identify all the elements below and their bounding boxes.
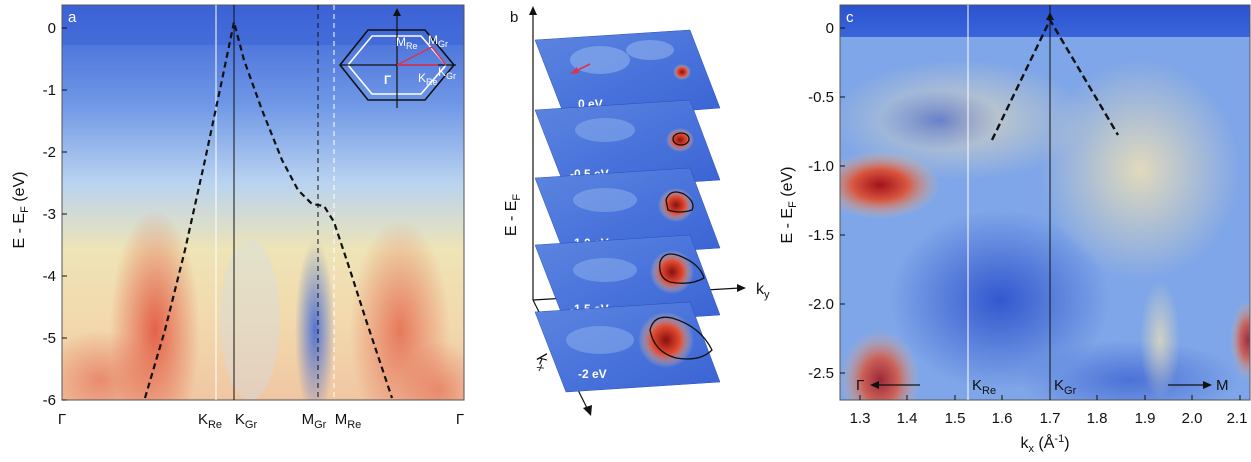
ytick: -5 xyxy=(43,330,56,347)
xtick: 1.8 xyxy=(1087,410,1108,427)
xtick: 2.1 xyxy=(1227,410,1248,427)
ytick: -1.5 xyxy=(808,227,834,244)
svg-text:MGr: MGr xyxy=(428,33,448,49)
k-gr-label: KGr xyxy=(1054,377,1077,397)
band-dispersion xyxy=(143,21,394,399)
svg-text:Γ: Γ xyxy=(384,73,392,87)
panel-b: b E - EF ky kx 0 eV -0.5 eV xyxy=(503,6,770,416)
brillouin-zone-inset: Γ MRe MGr KRe KGr xyxy=(338,8,456,108)
panel-b-ky-axis: ky xyxy=(756,281,770,301)
svg-text:Γ: Γ xyxy=(58,411,66,428)
panel-a-ylabel: E - EF (eV) xyxy=(11,172,31,249)
gamma-direction: Γ xyxy=(856,377,864,394)
panel-b-kx-axis: kx xyxy=(530,352,554,374)
ytick: -4 xyxy=(43,268,56,285)
panel-c-letter: c xyxy=(846,9,854,26)
svg-text:KGr: KGr xyxy=(438,65,456,81)
ytick: 0 xyxy=(826,20,834,37)
ytick: -1 xyxy=(43,82,56,99)
xtick: 1.7 xyxy=(1040,410,1061,427)
slice-minus-0-5ev: -0.5 eV xyxy=(534,99,721,191)
panel-c: c Γ M KRe KGr 0 -0.5 -1.0 -1.5 -2.0 -2.5… xyxy=(779,4,1251,455)
panel-c-xlabel: kx (Å-1) xyxy=(1020,433,1069,455)
xtick: 1.5 xyxy=(945,410,966,427)
ytick: -6 xyxy=(43,392,56,409)
ytick: -3 xyxy=(43,206,56,223)
panel-b-letter: b xyxy=(510,9,518,26)
slice-minus-1-5ev: -1.5 eV xyxy=(534,234,721,326)
ytick: 0 xyxy=(48,20,56,37)
panel-a-xlabels: Γ KRe KGr MGr MRe Γ xyxy=(58,411,464,431)
svg-text:MRe: MRe xyxy=(396,35,418,51)
panel-a-arpes-map xyxy=(62,5,464,400)
m-direction: M xyxy=(1216,377,1229,394)
slice-minus-1-0ev: -1.0 eV xyxy=(534,167,721,259)
svg-text:MGr: MGr xyxy=(302,411,327,431)
panel-c-ylabel: E - EF (eV) xyxy=(779,167,799,244)
ytick: -2.0 xyxy=(808,296,834,313)
xtick: 1.4 xyxy=(897,410,918,427)
panel-c-yticks: 0 -0.5 -1.0 -1.5 -2.0 -2.5 xyxy=(808,20,845,382)
xtick: 2.0 xyxy=(1182,410,1203,427)
ytick: -2 xyxy=(43,144,56,161)
panel-a-letter: a xyxy=(68,9,77,26)
panel-a-yticks: 0 -1 -2 -3 -4 -5 -6 xyxy=(43,20,67,409)
svg-text:-2 eV: -2 eV xyxy=(578,367,607,381)
svg-text:MRe: MRe xyxy=(335,411,362,431)
svg-text:Γ: Γ xyxy=(456,411,464,428)
xtick: 1.9 xyxy=(1135,410,1156,427)
ytick: -1.0 xyxy=(808,158,834,175)
xtick: 1.6 xyxy=(992,410,1013,427)
ytick: -0.5 xyxy=(808,89,834,106)
k-re-label: KRe xyxy=(972,377,996,397)
panel-a: a Γ MRe MGr KRe KGr 0 -1 xyxy=(11,4,465,431)
ytick: -2.5 xyxy=(808,365,834,382)
slice-0ev: 0 eV xyxy=(534,29,721,121)
svg-text:KRe: KRe xyxy=(418,71,438,87)
panel-b-energy-axis: E - EF xyxy=(503,194,523,237)
slice-minus-2ev: -2 eV xyxy=(534,301,721,393)
panel-c-arpes-map xyxy=(840,5,1250,400)
svg-text:KGr: KGr xyxy=(235,411,258,431)
svg-text:KRe: KRe xyxy=(198,411,222,431)
xtick: 1.3 xyxy=(850,410,871,427)
panel-c-xticks: 1.3 1.4 1.5 1.6 1.7 1.8 1.9 2.0 2.1 xyxy=(850,395,1248,427)
